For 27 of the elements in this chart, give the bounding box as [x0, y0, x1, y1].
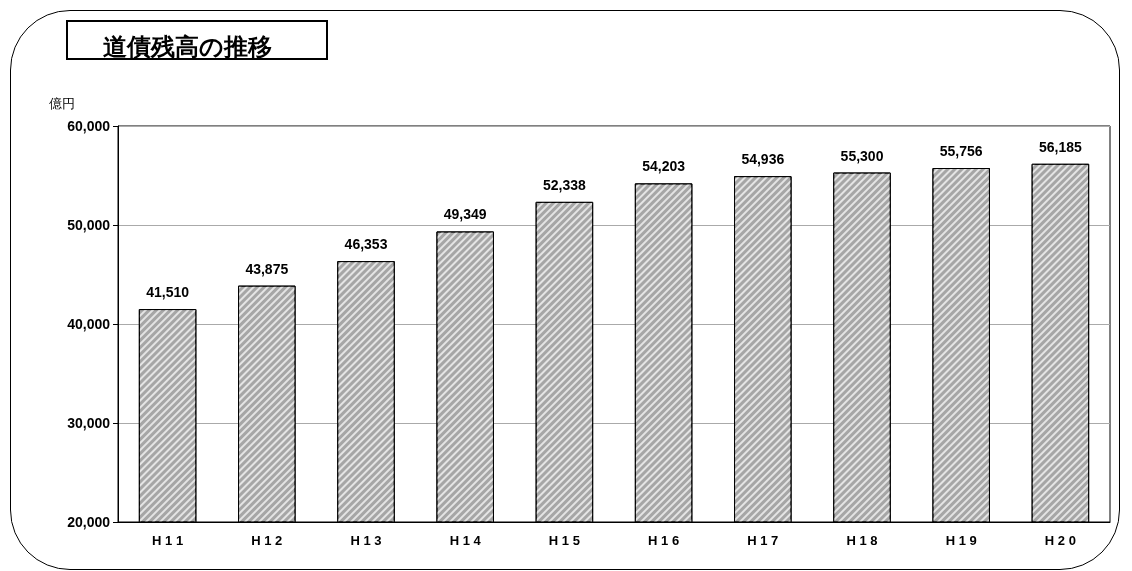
x-tick-label: H 1 7: [747, 533, 779, 548]
x-tick-label: H 2 0: [1044, 533, 1076, 548]
x-tick-label: H 1 4: [449, 533, 482, 548]
data-label: 54,936: [741, 151, 785, 168]
data-label: 54,203: [642, 158, 686, 175]
x-tick-label: H 1 9: [945, 533, 977, 548]
x-tick-label: H 1 5: [548, 533, 580, 548]
data-label: 56,185: [1038, 138, 1083, 155]
x-tick-label: H 1 2: [251, 533, 283, 548]
data-label: 55,300: [840, 147, 884, 164]
y-axis-title: 億円: [49, 96, 75, 111]
data-label: 55,756: [939, 143, 983, 160]
x-tick-label: H 1 3: [350, 533, 382, 548]
data-label: 41,510: [146, 284, 190, 301]
data-label: 46,353: [344, 236, 388, 253]
y-tick-label: 60,000: [67, 118, 111, 134]
data-label: 49,349: [443, 206, 487, 223]
data-label: 43,875: [245, 260, 289, 277]
y-tick-label: 50,000: [67, 217, 111, 233]
chart-title: 道債残高の推移: [103, 33, 272, 61]
y-tick-label: 30,000: [67, 415, 111, 431]
x-tick-label: H 1 1: [152, 533, 184, 548]
y-tick-label: 20,000: [67, 514, 111, 530]
x-tick-label: H 1 8: [846, 533, 878, 548]
y-tick-label: 40,000: [67, 316, 111, 332]
data-label: 52,338: [542, 176, 587, 193]
x-tick-label: H 1 6: [648, 533, 680, 548]
